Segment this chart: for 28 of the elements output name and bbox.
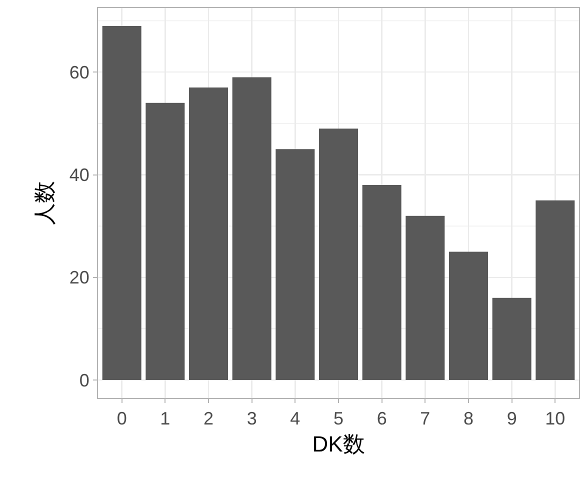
x-tick-label: 6 [376,408,387,429]
x-tick-label: 2 [203,408,214,429]
y-tick-label: 20 [69,268,90,288]
x-tick-label: 10 [545,408,566,429]
bar [406,216,445,380]
x-tick-label: 9 [506,408,517,429]
x-axis-title: DK数 [312,432,365,456]
bar [232,77,272,380]
y-tick-label: 40 [69,165,90,186]
bar [449,252,488,380]
bar [362,185,402,380]
x-tick-label: 4 [290,408,300,429]
bar [146,102,185,380]
x-tick-label: 7 [420,408,430,429]
y-tick-label: 0 [79,370,90,390]
bar [276,149,315,380]
x-tick-label: 5 [333,408,344,429]
bar [189,88,228,380]
x-tick-label: 0 [116,408,127,429]
x-tick-label: 8 [463,408,474,429]
y-tick-label: 60 [69,62,90,82]
bar [319,128,358,380]
bar [536,200,575,380]
y-axis-title: 人数 [32,181,58,225]
bar [492,298,532,380]
x-tick-label: 3 [246,408,257,429]
x-tick-label: 1 [160,408,170,429]
bar [102,26,142,380]
